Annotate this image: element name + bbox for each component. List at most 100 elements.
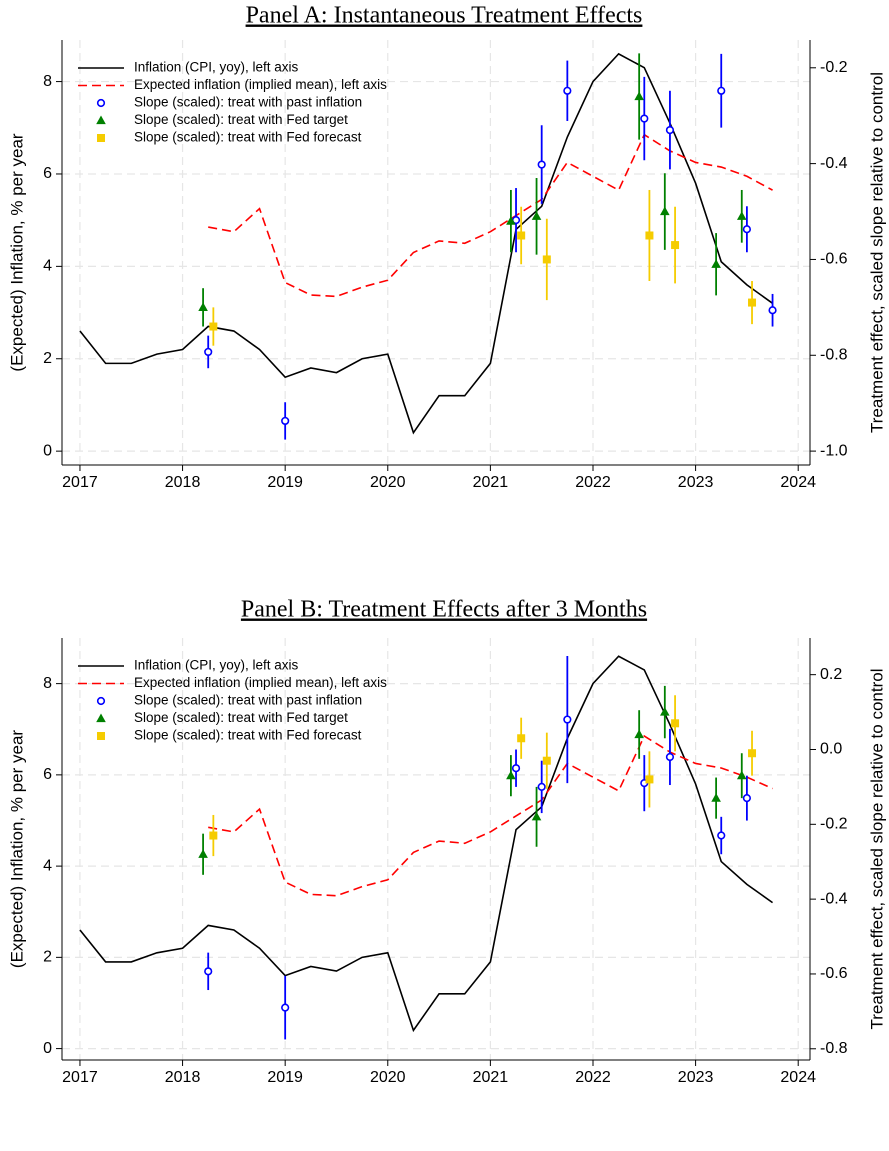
- y2-tick-label: -0.2: [820, 59, 848, 76]
- marker: [96, 696, 106, 706]
- y-tick-label: 6: [43, 165, 52, 182]
- marker: [563, 715, 572, 724]
- legend-label: Expected inflation (implied mean), left …: [134, 77, 387, 92]
- marker: [742, 794, 751, 803]
- y2-tick-label: -0.6: [820, 251, 848, 268]
- marker: [634, 91, 644, 101]
- y-tick-label: 8: [43, 73, 52, 90]
- marker: [209, 831, 218, 840]
- marker: [711, 793, 721, 802]
- legend-label: Slope (scaled): treat with past inflatio…: [134, 693, 362, 708]
- marker: [281, 1003, 290, 1012]
- x-tick-label: 2023: [678, 474, 714, 491]
- marker: [96, 115, 106, 125]
- x-tick-label: 2020: [370, 474, 406, 491]
- marker: [537, 160, 546, 169]
- marker: [768, 306, 777, 315]
- marker: [717, 831, 726, 840]
- legend-label: Slope (scaled): treat with Fed forecast: [134, 130, 362, 145]
- marker: [736, 770, 747, 780]
- marker: [542, 756, 551, 765]
- marker: [96, 98, 106, 108]
- x-tick-label: 2018: [165, 1069, 201, 1086]
- x-tick-label: 2021: [473, 1069, 509, 1086]
- marker: [517, 734, 526, 743]
- chart-title: Panel A: Instantaneous Treatment Effects: [246, 3, 643, 29]
- marker: [97, 134, 105, 142]
- series-line: [208, 133, 773, 298]
- marker: [96, 713, 106, 723]
- marker: [542, 255, 551, 264]
- marker: [204, 967, 213, 976]
- y-tick-label: 6: [43, 766, 52, 783]
- x-tick-label: 2019: [267, 1069, 303, 1086]
- legend-label: Slope (scaled): treat with past inflatio…: [134, 95, 362, 110]
- y-axis-label: (Expected) Inflation, % per year: [7, 133, 26, 371]
- marker: [517, 231, 526, 240]
- y-tick-label: 2: [43, 350, 52, 367]
- legend-label: Slope (scaled): treat with Fed target: [134, 710, 348, 725]
- marker: [537, 782, 546, 791]
- legend-label: Expected inflation (implied mean), left …: [134, 675, 387, 690]
- marker: [742, 225, 751, 234]
- y-tick-label: 8: [43, 675, 52, 692]
- legend-label: Slope (scaled): treat with Fed target: [134, 112, 348, 127]
- marker: [665, 125, 675, 135]
- y2-tick-label: -0.2: [820, 816, 848, 833]
- marker: [511, 764, 521, 773]
- y-tick-label: 0: [43, 442, 52, 459]
- x-tick-label: 2024: [780, 474, 816, 491]
- legend-label: Inflation (CPI, yoy), left axis: [134, 60, 299, 75]
- marker: [748, 749, 757, 758]
- y2-tick-label: -0.6: [820, 965, 848, 982]
- y2-axis-label: Treatment effect, scaled slope relative …: [867, 72, 886, 433]
- x-tick-label: 2017: [62, 1069, 98, 1086]
- x-tick-label: 2024: [780, 1069, 816, 1086]
- marker: [209, 322, 218, 331]
- x-tick-label: 2022: [575, 1069, 611, 1086]
- marker: [506, 216, 516, 225]
- y2-tick-label: -1.0: [820, 442, 848, 459]
- marker: [660, 707, 670, 716]
- y2-axis-label: Treatment effect, scaled slope relative …: [867, 669, 886, 1030]
- marker: [645, 231, 654, 240]
- x-tick-label: 2019: [267, 474, 303, 491]
- marker: [198, 302, 208, 311]
- marker: [204, 347, 213, 357]
- series-line: [79, 52, 774, 435]
- marker: [717, 86, 726, 95]
- marker: [660, 206, 670, 216]
- marker: [563, 86, 572, 95]
- y2-tick-label: 0.0: [820, 741, 842, 758]
- marker: [198, 849, 208, 858]
- marker: [634, 729, 644, 739]
- series-line: [79, 655, 774, 1033]
- series-line: [208, 734, 773, 897]
- x-tick-label: 2020: [370, 1069, 406, 1086]
- y2-tick-label: -0.4: [820, 155, 848, 172]
- legend-label: Inflation (CPI, yoy), left axis: [134, 658, 299, 673]
- marker: [531, 211, 542, 220]
- marker: [671, 241, 680, 250]
- y2-tick-label: -0.8: [820, 1040, 848, 1057]
- marker: [531, 811, 542, 821]
- y2-tick-label: -0.8: [820, 346, 848, 363]
- marker: [736, 211, 747, 220]
- marker: [645, 775, 654, 784]
- marker: [671, 719, 680, 728]
- x-tick-label: 2022: [575, 474, 611, 491]
- y2-tick-label: 0.2: [820, 666, 842, 683]
- y-axis-label: (Expected) Inflation, % per year: [7, 730, 26, 968]
- marker: [97, 732, 105, 740]
- marker: [665, 752, 675, 762]
- y2-tick-label: -0.4: [820, 890, 848, 907]
- y-tick-label: 4: [43, 857, 52, 874]
- x-tick-label: 2018: [165, 474, 201, 491]
- marker: [506, 770, 516, 780]
- chart-title: Panel B: Treatment Effects after 3 Month…: [241, 597, 647, 623]
- y-tick-label: 2: [43, 949, 52, 966]
- marker: [281, 416, 290, 426]
- marker: [640, 114, 649, 123]
